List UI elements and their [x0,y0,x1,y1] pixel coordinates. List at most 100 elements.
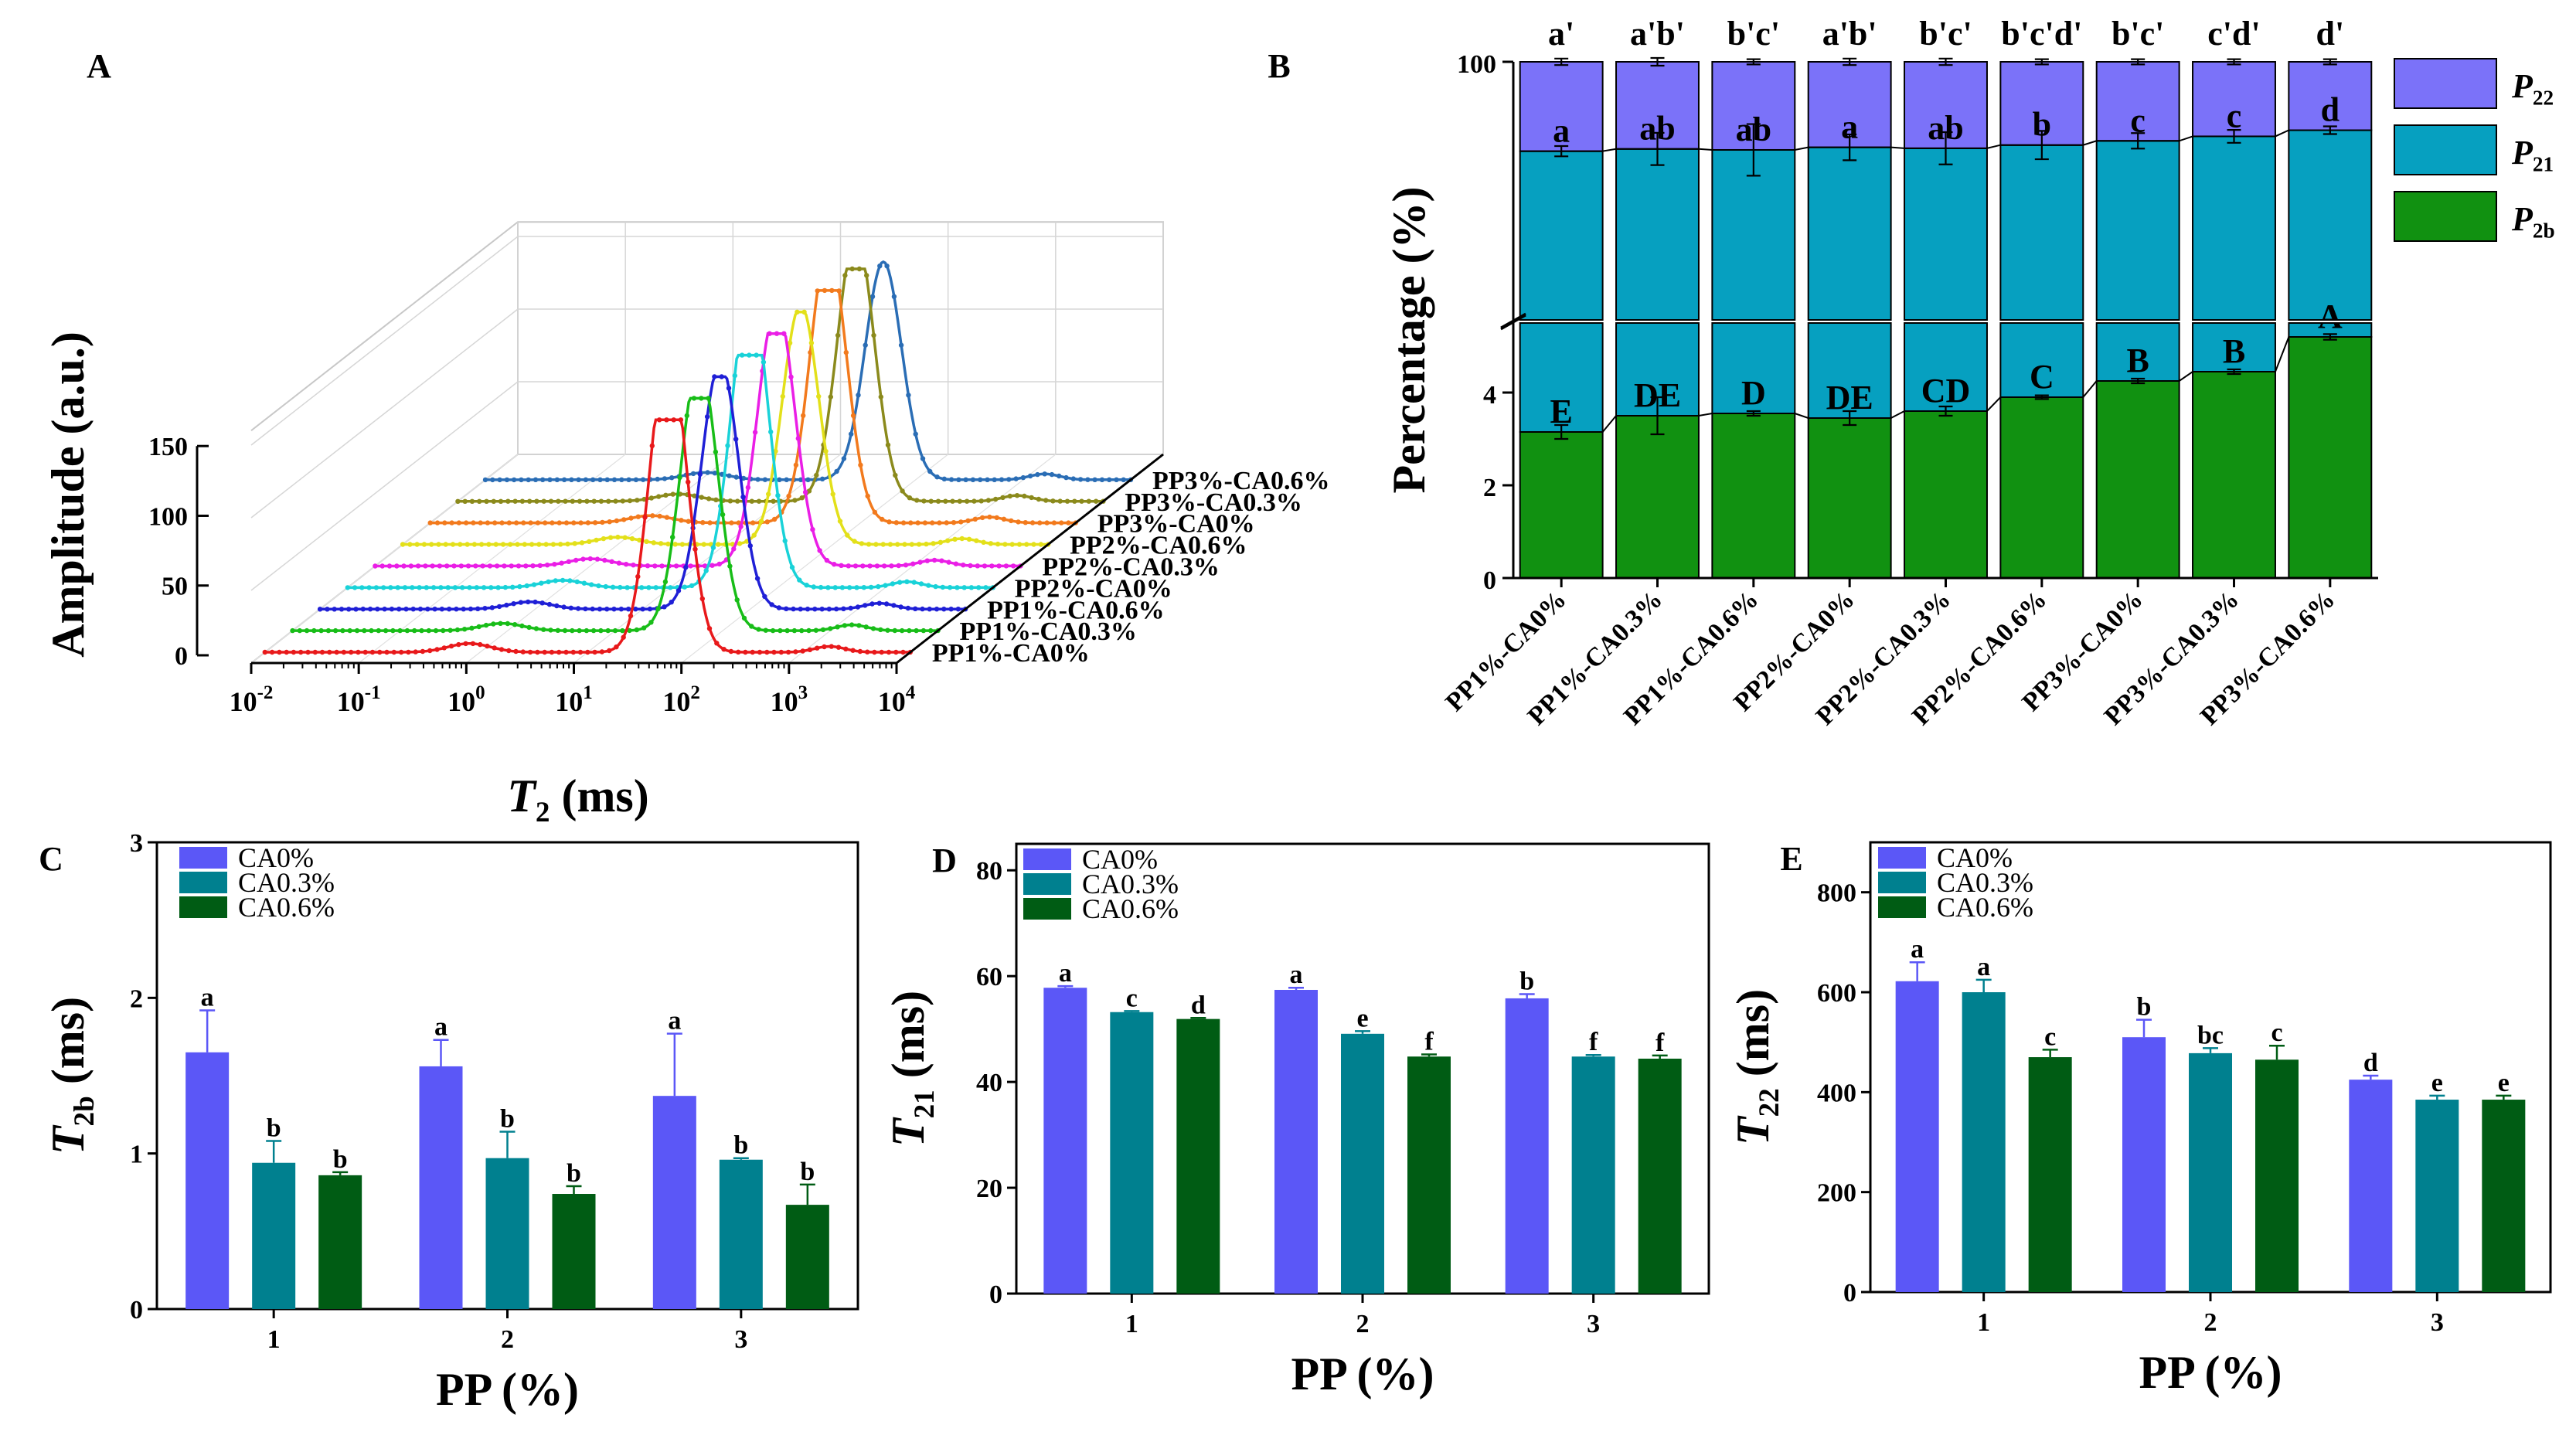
panel-a-curve-point [609,559,614,564]
panel-a-curve-point [946,559,951,565]
panel-d-panel-letter: D [932,842,957,879]
panel-d-legend-swatch [1023,848,1071,870]
panel-a-curve-point [454,627,461,633]
panel-e-bar [2255,1059,2299,1292]
panel-a-curve-point [451,563,457,569]
panel-a-curve-point [485,643,490,649]
panel-a-curve [375,332,1021,568]
panel-a-curve-point [499,520,505,525]
panel-a-curve-point [547,477,553,482]
panel-d-letter: b [1519,967,1534,995]
panel-a-curve-point [408,563,413,569]
panel-a-curve-point [832,562,837,567]
panel-a-curve-point [556,649,562,655]
panel-c-letter: b [733,1131,748,1160]
panel-a-curve-point [1050,498,1056,504]
panel-a-curve-point [512,622,518,627]
panel-e-x-tick-label: 1 [1977,1308,1990,1337]
panel-a-curve-point [941,476,948,481]
panel-a-curve-point [824,557,830,563]
panel-b-bar-p21-lower [2192,322,2276,372]
panel-a-curve-point [648,495,655,501]
panel-a-curve-point [814,472,819,478]
panel-a-curve-point [756,627,761,632]
panel-a-curve-point [993,496,999,502]
panel-a-curve-point [1114,477,1119,482]
panel-a-curve-point [589,582,594,587]
panel-a-curve-point [491,621,496,627]
panel-a-curve-point [981,539,986,545]
panel-a-curve-point [597,477,603,482]
panel-b-letter-p21: a [1553,112,1570,150]
panel-a-curve-point [1057,473,1062,479]
panel-a-curve-point [699,495,704,500]
panel-e-legend-swatch [1878,896,1926,918]
panel-a-curve-point [876,583,881,590]
panel-a-curve-point [873,542,879,547]
panel-a-x-tick-base: 10 [447,686,475,717]
panel-a-curve-point [665,541,671,547]
panel-a-curve-point [881,563,887,569]
panel-a-y-tick-label: 150 [148,433,188,461]
panel-a-curve-point [441,645,447,651]
panel-a-curve-point [580,556,586,562]
panel-e-legend: CA0%CA0.3%CA0.6% [1878,842,2033,923]
panel-d-x-tick-label: 3 [1587,1310,1600,1338]
panel-e-letter: c [2271,1018,2282,1047]
panel-a-curve-point [526,477,531,483]
panel-a-curve-point [1029,495,1034,501]
panel-a-curve-point [455,498,461,504]
panel-a-curve-point [414,542,420,547]
panel-a-curve-point [864,273,869,278]
panel-a-curve-point [362,649,368,655]
panel-a-curve-point [987,514,992,520]
panel-d-legend-swatch [1023,873,1071,895]
panel-a-curve-point [899,627,905,634]
panel-a-curve-point [345,585,350,590]
panel-a-curve-point [1029,520,1036,525]
panel-a-curve-point [768,429,774,435]
panel-a-curve-point [652,563,658,569]
panel-a-curve-point [482,477,488,483]
panel-c-bar [252,1162,296,1309]
panel-a-x-tick-label: 103 [771,682,808,717]
panel-e-bar [2482,1100,2526,1292]
panel-a-curve-point [535,520,541,525]
panel-a-curve-point [747,352,752,358]
panel-a-curve-point [635,514,641,519]
panel-a-curve-point [865,493,870,499]
panel-a-curve-point [297,627,302,634]
panel-e-legend-swatch [1878,847,1926,869]
panel-a-curve-point [1059,520,1064,525]
panel-c-x-tick-label: 3 [734,1325,747,1354]
panel-a-curve-point [989,563,995,569]
panel-a-curve-point [733,437,739,442]
panel-a-x-tick-exp: 3 [798,682,808,703]
panel-a-curve-point [686,479,691,485]
panel-a-curve-point [795,436,801,441]
panel-a-y-title: Amplitude (a.u.) [43,332,94,658]
panel-a-curve-point [679,518,684,523]
panel-a-curve-point [498,498,504,504]
panel-c-x-tick-label: 2 [501,1325,514,1354]
panel-a-curve-point [318,627,324,634]
panel-a-curve-point [689,583,695,589]
panel-a-x-tick-base: 10 [337,686,365,717]
panel-a-curve-point [927,468,933,474]
panel-a-curve-point [492,645,497,651]
panel-a-curve-point [629,536,635,542]
panel-a-curve-point [284,649,289,655]
panel-a-curve-point [802,489,808,495]
panel-a-curve-point [558,542,563,547]
panel-a-curve-point [798,607,803,612]
panel-a-curve-point [876,600,883,606]
panel-a-curve-point [561,477,567,482]
panel-a-curve-point [482,606,488,611]
panel-a-curve-point [978,498,984,504]
panel-b-bar-p2b [1904,410,1988,579]
panel-b-letter-p22: a'b' [1630,15,1685,53]
panel-a-curve-point [1027,473,1033,479]
panel-a-x-tick-base: 10 [878,686,906,717]
panel-a-curve-point [483,622,489,628]
